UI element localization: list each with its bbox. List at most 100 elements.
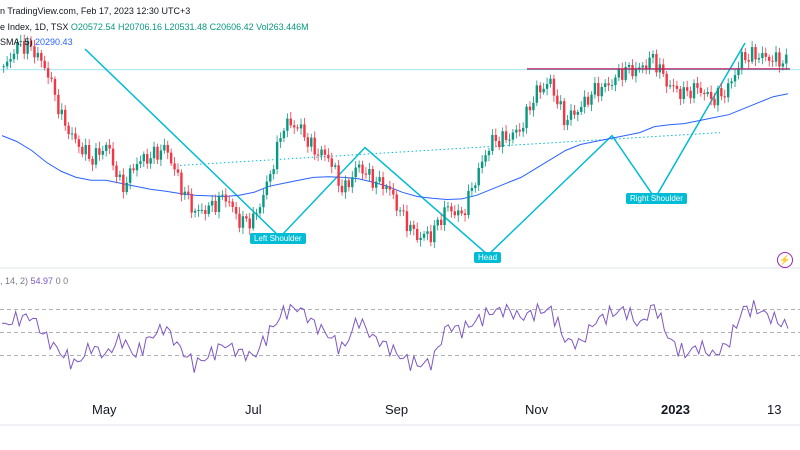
candle-body — [562, 101, 566, 126]
candle-body — [36, 52, 40, 58]
candle-body — [487, 150, 491, 156]
candle-body — [474, 185, 477, 188]
candle-body — [12, 53, 16, 60]
sma-line — [1, 93, 789, 201]
candle-body — [262, 195, 265, 208]
candle-body — [416, 228, 419, 241]
candle-body — [573, 110, 576, 115]
candle-body — [535, 85, 539, 103]
rsi-line — [2, 300, 789, 373]
candle-body — [771, 60, 774, 62]
candle-body — [306, 137, 310, 147]
candle-body — [689, 90, 692, 99]
candle-body — [627, 64, 631, 68]
rsi-value: 54.97 — [30, 276, 54, 286]
candle-body — [231, 201, 234, 207]
candle-body — [183, 191, 187, 196]
candle-body — [586, 96, 590, 105]
candle-body — [569, 110, 573, 120]
candle-body — [224, 194, 228, 202]
ohlc-open: O20572.54 — [70, 22, 116, 32]
candle-body — [292, 125, 296, 128]
rsi-legend: , 14, 2) 54.97 0 0 — [0, 276, 68, 286]
candle-body — [603, 83, 607, 87]
candle-body — [593, 83, 597, 95]
candle-body — [357, 164, 361, 168]
sma-value: 20290.43 — [35, 37, 73, 47]
candle-body — [296, 127, 299, 129]
candle-body — [498, 140, 501, 147]
candle-body — [310, 137, 313, 147]
left-shoulder-label: Left Shoulder — [250, 233, 306, 244]
candle-body — [275, 141, 279, 170]
candle-body — [53, 78, 57, 95]
candle-body — [508, 139, 511, 141]
candle-body — [713, 98, 716, 106]
symbol-title: e Index, 1D, TSX — [0, 22, 69, 32]
candle-body — [193, 210, 197, 213]
candle-body — [617, 69, 621, 78]
candle-body — [337, 165, 340, 186]
candle-body — [269, 174, 272, 182]
chart-source-line: n TradingView.com, Feb 17, 2023 12:30 UT… — [0, 6, 190, 16]
candle-body — [279, 138, 282, 142]
candle-body — [515, 129, 518, 133]
candle-body — [556, 95, 559, 105]
lightning-icon[interactable]: ⚡ — [777, 252, 793, 268]
candle-body — [624, 67, 627, 80]
candle-body — [528, 106, 532, 111]
candle-body — [238, 213, 241, 228]
candle-body — [221, 194, 224, 196]
candle-body — [566, 119, 569, 126]
candle-body — [378, 177, 381, 182]
candle-body — [381, 177, 385, 189]
candle-body — [33, 46, 36, 58]
candle-body — [265, 181, 269, 196]
candle-body — [187, 191, 190, 194]
candle-body — [166, 144, 169, 153]
candle-body — [774, 52, 778, 62]
x-label-nov: Nov — [525, 402, 549, 417]
candle-body — [152, 146, 156, 159]
candle-body — [518, 129, 521, 132]
candle-body — [74, 133, 77, 140]
candle-body — [101, 150, 105, 155]
candle-body — [303, 124, 306, 138]
candle-body — [43, 60, 46, 69]
candle-body — [316, 154, 320, 156]
head-label: Head — [474, 252, 502, 263]
candle-body — [2, 66, 5, 68]
x-label-13: 13 — [767, 402, 782, 417]
candle-body — [64, 109, 67, 126]
candle-body — [480, 161, 484, 168]
candle-body — [87, 145, 91, 159]
candle-body — [426, 231, 429, 234]
candle-body — [330, 158, 333, 167]
candle-body — [539, 85, 542, 93]
candle-body — [453, 211, 457, 216]
pattern-zigzag — [84, 42, 746, 257]
candle-body — [668, 85, 672, 87]
candle-body — [354, 167, 357, 178]
candle-body — [726, 83, 730, 98]
candle-body — [245, 216, 248, 219]
candle-body — [706, 91, 709, 95]
candle-body — [600, 86, 603, 97]
candle-body — [364, 173, 368, 175]
candle-body — [214, 200, 217, 213]
candle-body — [720, 88, 723, 97]
candle-body — [46, 68, 50, 78]
candle-body — [477, 167, 480, 186]
candle-body — [419, 237, 422, 241]
candle-body — [67, 125, 70, 135]
candle-body — [351, 177, 354, 188]
candle-body — [392, 189, 395, 195]
candle-body — [84, 145, 87, 155]
candle-body — [108, 144, 111, 149]
candle-body — [501, 131, 504, 147]
candle-body — [286, 118, 289, 131]
candle-body — [115, 165, 118, 178]
rsi-label: , 14, 2) — [0, 276, 29, 286]
candle-body — [111, 148, 115, 166]
